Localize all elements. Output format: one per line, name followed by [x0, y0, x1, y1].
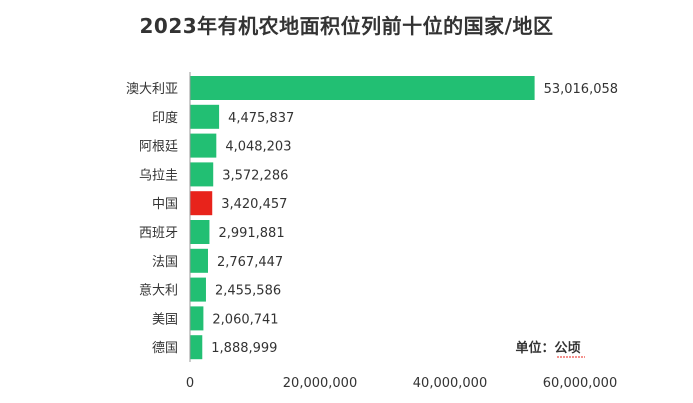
x-tick-label-0: 0 — [186, 376, 194, 391]
value-label-5: 2,991,881 — [218, 226, 284, 241]
category-label-7: 意大利 — [139, 283, 178, 299]
bar-8 — [190, 306, 204, 331]
value-label-8: 2,060,741 — [212, 312, 278, 327]
value-label-2: 4,048,203 — [225, 140, 291, 155]
value-label-6: 2,767,447 — [217, 255, 283, 270]
bar-1 — [190, 104, 220, 129]
category-label-4: 中国 — [152, 197, 178, 212]
bar-9 — [190, 335, 203, 360]
category-label-1: 印度 — [152, 110, 178, 126]
bar-4 — [190, 191, 213, 216]
unit-label: 单位：公顷 — [515, 340, 580, 356]
axis-layer: 0 20,000,000 40,000,000 60,000,000 — [186, 72, 617, 391]
bars-layer: 澳大利亚 53,016,058 印度 4,475,837 阿根廷 4,048,203 乌拉圭… — [126, 76, 618, 360]
category-label-3: 乌拉圭 — [139, 167, 178, 183]
value-label-9: 1,888,999 — [211, 341, 277, 356]
x-tick-label-1: 20,000,000 — [283, 376, 357, 391]
value-label-7: 2,455,586 — [215, 284, 281, 299]
bar-5 — [190, 220, 210, 244]
category-label-5: 西班牙 — [139, 226, 178, 241]
x-tick-label-3: 60,000,000 — [543, 376, 617, 391]
x-tick-label-2: 40,000,000 — [413, 376, 487, 391]
value-label-3: 3,572,286 — [222, 168, 288, 183]
chart-title: 2023年有机农地面积位列前十位的国家/地区 — [139, 14, 554, 38]
category-label-2: 阿根廷 — [139, 140, 178, 155]
value-label-1: 4,475,837 — [228, 111, 294, 126]
value-label-4: 3,420,457 — [221, 197, 287, 212]
bar-2 — [190, 133, 217, 158]
category-label-0: 澳大利亚 — [126, 81, 178, 97]
bar-0 — [190, 76, 535, 100]
bar-3 — [190, 162, 214, 187]
bar-6 — [190, 248, 208, 273]
value-label-0: 53,016,058 — [544, 82, 618, 97]
category-label-9: 德国 — [152, 341, 178, 356]
bar-7 — [190, 277, 206, 302]
category-label-8: 美国 — [152, 312, 178, 327]
category-label-6: 法国 — [152, 255, 178, 270]
